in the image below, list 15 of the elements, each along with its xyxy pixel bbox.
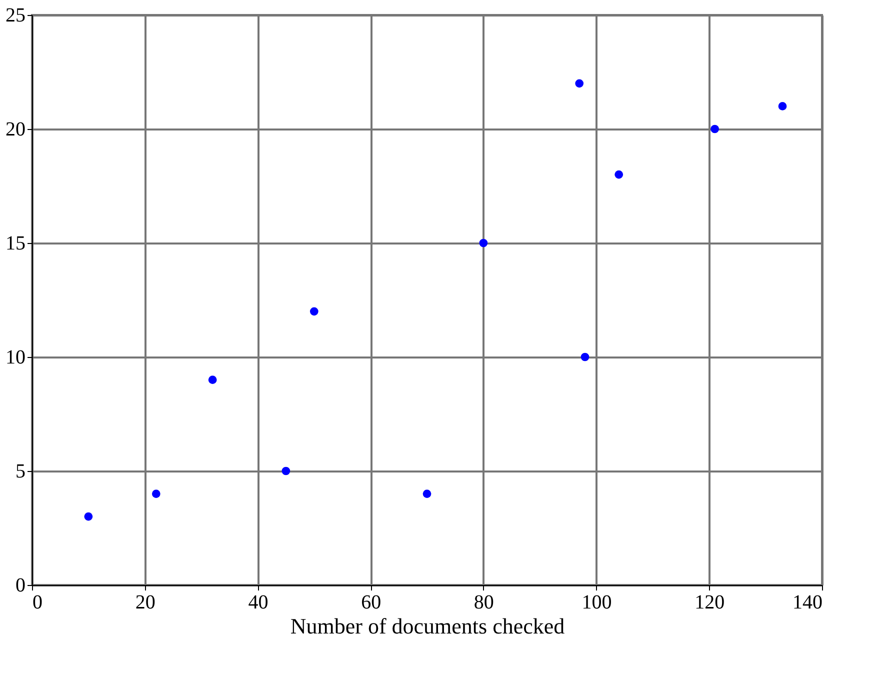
y-tick-label: 20 [6,118,26,140]
y-tick-label: 10 [6,346,26,368]
x-axis-title: Number of documents checked [290,614,565,638]
x-tick-label: 120 [694,592,725,614]
x-tick-label: 20 [135,592,156,614]
x-tick-label: 80 [474,592,494,614]
x-tick-label: 100 [582,592,612,614]
y-tick-label: 25 [6,4,26,26]
x-tick-label: 0 [32,592,42,614]
x-tick-label: 40 [248,592,268,614]
y-tick-label: 5 [16,460,26,482]
x-tick-label: 140 [792,592,822,614]
x-tick-label: 60 [361,592,382,614]
y-tick-label: 15 [6,232,26,254]
y-tick-label: 0 [16,574,26,596]
